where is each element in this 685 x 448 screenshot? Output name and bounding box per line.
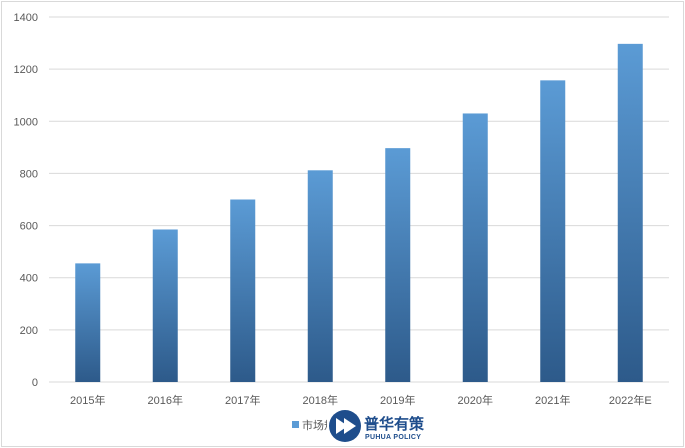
y-tick-label: 1000 xyxy=(14,116,38,128)
bar xyxy=(152,229,178,382)
puhua-policy-logo: 普华有策 PUHUA POLICY xyxy=(327,407,427,445)
bar xyxy=(75,263,101,382)
bars xyxy=(75,43,643,382)
x-tick-label: 2022年E xyxy=(609,393,652,407)
bar xyxy=(307,170,333,382)
x-tick-label: 2018年 xyxy=(303,393,338,407)
y-tick-label: 800 xyxy=(20,168,38,180)
x-tick-label: 2015年 xyxy=(70,393,105,407)
y-tick-label: 1400 xyxy=(14,12,38,24)
y-tick-label: 200 xyxy=(20,325,38,337)
y-axis-tick-labels: 0 200 400 600 800 1000 1200 1400 xyxy=(14,12,38,389)
legend-swatch xyxy=(292,421,299,428)
bar xyxy=(462,113,488,382)
x-tick-label: 2017年 xyxy=(225,393,260,407)
x-tick-label: 2019年 xyxy=(380,393,415,407)
y-tick-label: 600 xyxy=(20,221,38,233)
bar xyxy=(230,199,256,382)
x-tick-label: 2016年 xyxy=(148,393,183,407)
gridlines xyxy=(49,16,669,383)
x-axis-tick-labels: 2015年 2016年 2017年 2018年 2019年 2020年 2021年 2022年… xyxy=(70,393,652,407)
bar xyxy=(385,148,411,382)
bar xyxy=(617,43,643,382)
y-tick-label: 0 xyxy=(32,377,38,389)
logo-text-cn: 普华有策 xyxy=(364,415,425,433)
y-tick-label: 1200 xyxy=(14,64,38,76)
logo-chevron-icon xyxy=(336,418,356,434)
x-tick-label: 2021年 xyxy=(535,393,570,407)
x-tick-label: 2020年 xyxy=(458,393,493,407)
y-tick-label: 400 xyxy=(20,273,38,285)
logo-text-en: PUHUA POLICY xyxy=(365,434,421,441)
bar xyxy=(540,80,566,382)
